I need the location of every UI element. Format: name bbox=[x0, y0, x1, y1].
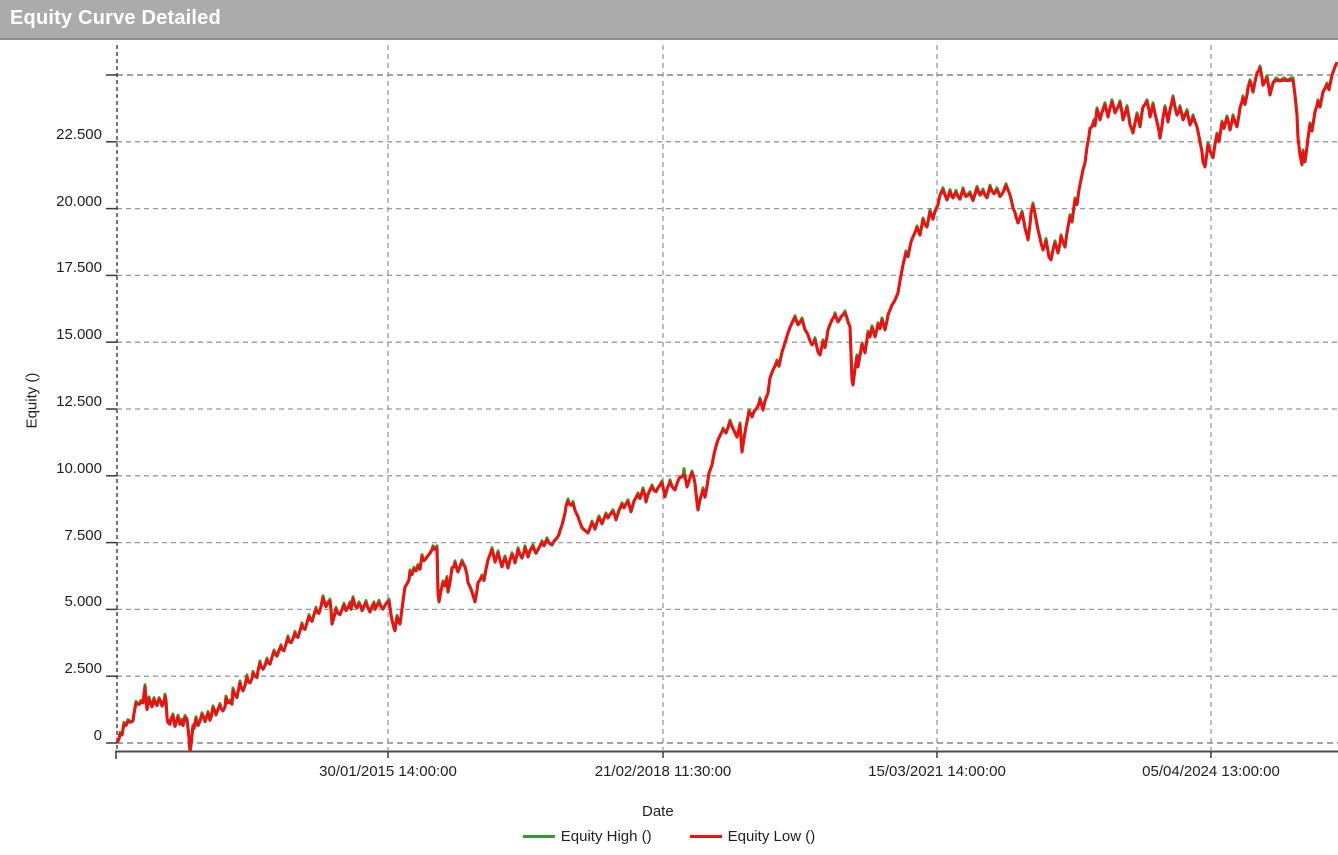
equity-high-line bbox=[115, 61, 1338, 753]
y-tick-label-12.500: 12.500 bbox=[56, 393, 102, 410]
x-tick-label-3: 05/04/2024 13:00:00 bbox=[1142, 763, 1280, 780]
x-axis-title: Date bbox=[642, 803, 674, 820]
x-tick-label-2: 15/03/2021 14:00:00 bbox=[868, 763, 1006, 780]
y-tick-label-17.500: 17.500 bbox=[56, 259, 102, 277]
legend-label-equity-low: Equity Low () bbox=[727, 828, 816, 845]
equity-low-line-swatch bbox=[689, 835, 722, 838]
y-tick-label-20.000: 20.000 bbox=[56, 192, 102, 210]
legend: Equity High () Equity Low () bbox=[0, 828, 1338, 845]
y-tick-label-0: 0 bbox=[93, 727, 102, 744]
y-tick-label-2.500: 2.500 bbox=[64, 660, 102, 678]
y-tick-label-7.500: 7.500 bbox=[64, 526, 102, 544]
y-tick-label-10.000: 10.000 bbox=[56, 459, 102, 477]
equity-high-line-swatch bbox=[522, 835, 555, 838]
legend-label-equity-high: Equity High () bbox=[560, 828, 652, 845]
equity-low-line bbox=[115, 61, 1338, 753]
legend-item-equity-low: Equity Low () bbox=[689, 828, 816, 845]
panel-title: Equity Curve Detailed bbox=[10, 7, 221, 29]
x-tick-label-1: 21/02/2018 11:30:00 bbox=[594, 763, 732, 780]
y-tick-label-22.500: 22.500 bbox=[56, 125, 102, 143]
y-tick-label-5.000: 5.000 bbox=[64, 593, 102, 611]
panel-title-bar: Equity Curve Detailed bbox=[0, 0, 1338, 40]
y-tick-label-15.000: 15.000 bbox=[56, 326, 102, 344]
legend-item-equity-high: Equity High () bbox=[522, 828, 652, 845]
x-tick-label-0: 30/01/2015 14:00:00 bbox=[319, 763, 457, 780]
